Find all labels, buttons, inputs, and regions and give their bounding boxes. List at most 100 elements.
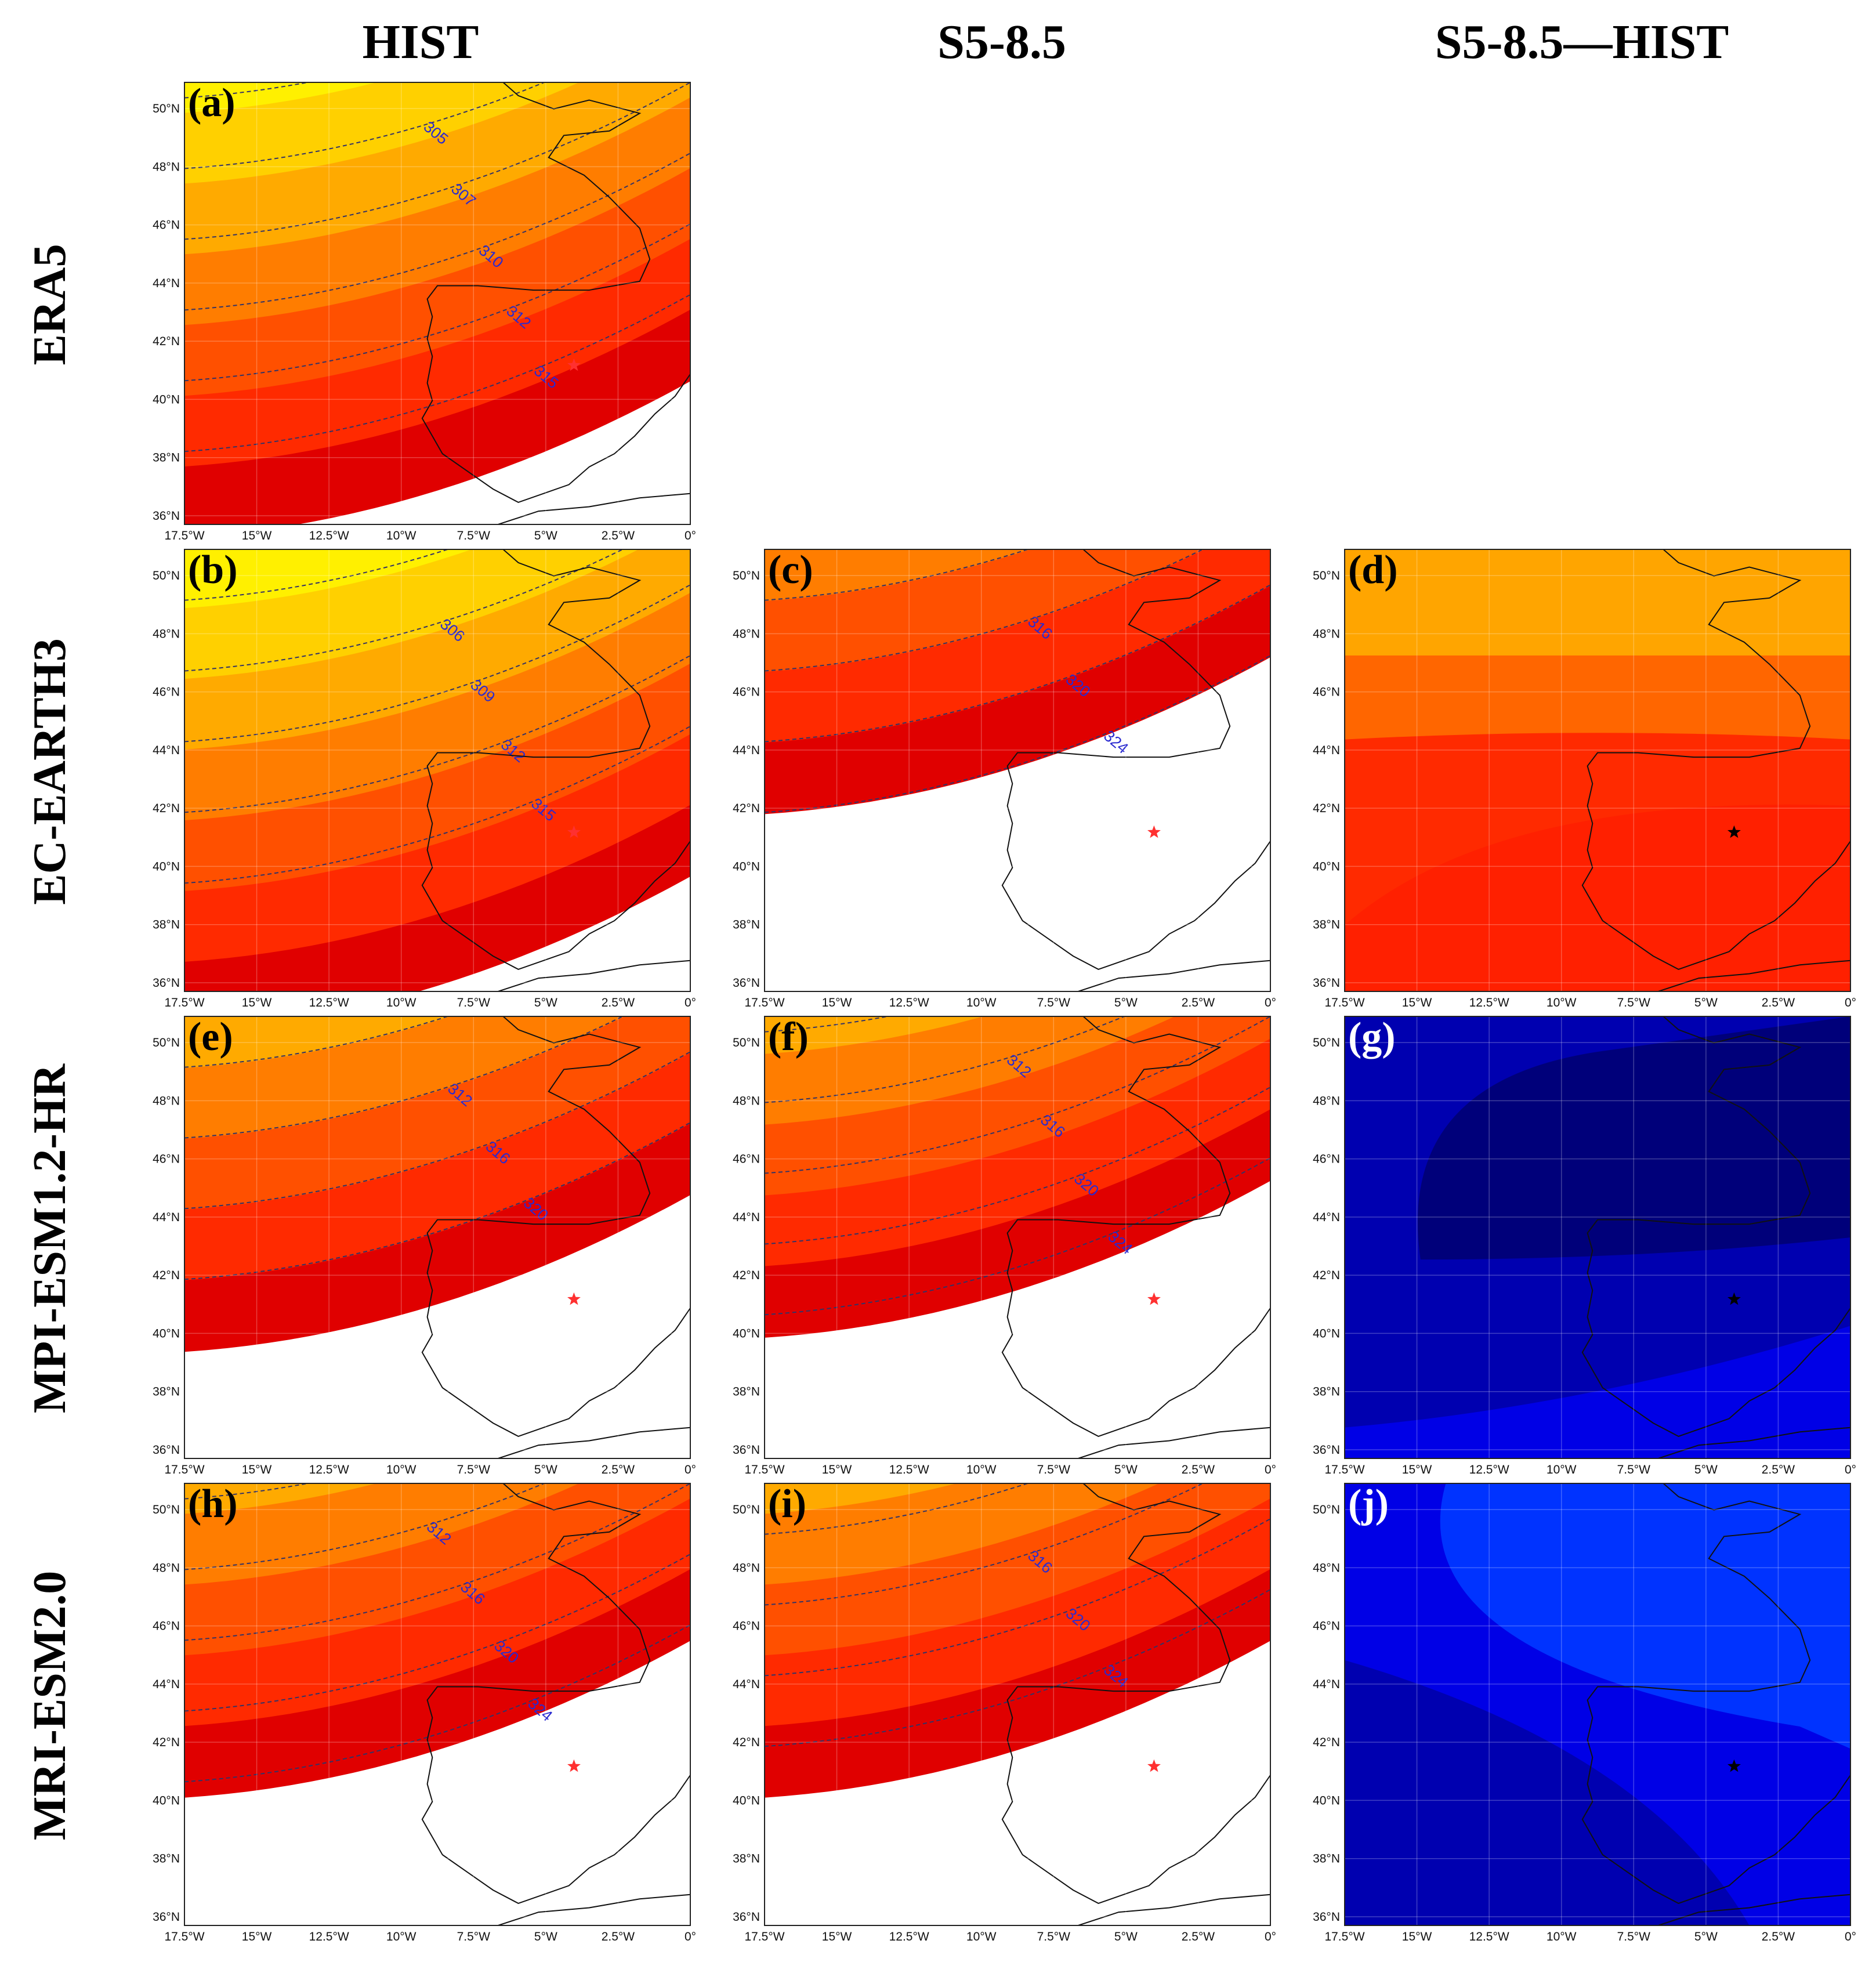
lon-tick-label: 10°W — [386, 996, 417, 1009]
panel-label: (b) — [188, 548, 238, 592]
isotherm-line — [184, 1554, 690, 1712]
lat-tick-label: 38°N — [153, 1385, 180, 1399]
field-band — [765, 549, 1207, 673]
lon-tick-label: 7.5°W — [1617, 996, 1651, 1009]
lon-tick-label: 2.5°W — [602, 1930, 635, 1943]
field-band — [184, 549, 475, 609]
lat-tick-label: 48°N — [1313, 1561, 1340, 1574]
coastline — [1581, 549, 1850, 970]
lon-tick-label: 7.5°W — [457, 1930, 491, 1943]
field-band — [184, 1016, 690, 1211]
lat-tick-label: 42°N — [153, 335, 180, 348]
lat-tick-label: 44°N — [153, 277, 180, 290]
lat-tick-label: 44°N — [733, 1678, 760, 1691]
lon-tick-label: 10°W — [386, 529, 417, 542]
lon-tick-label: 0° — [1265, 1463, 1276, 1476]
lon-tick-label: 5°W — [1114, 1930, 1138, 1943]
isotherm-line — [765, 549, 1030, 601]
lon-tick-label: 17.5°W — [164, 1463, 204, 1476]
lon-tick-label: 2.5°W — [602, 1463, 635, 1476]
panel-g: 36°N 38°N 40°N 42°N 44°N 46°N 48°N 50°N 17.5°W 15… — [1313, 1015, 1856, 1476]
panel-label: (a) — [188, 81, 236, 125]
field-band — [765, 1483, 1161, 1585]
isotherm-line — [184, 584, 690, 743]
lon-tick-label: 17.5°W — [744, 996, 784, 1009]
lat-tick-label: 46°N — [1313, 1153, 1340, 1166]
map-frame — [1344, 1483, 1851, 1926]
field-band — [184, 1483, 380, 1515]
lon-tick-label: 17.5°W — [1324, 996, 1364, 1009]
lon-tick-label: 5°W — [534, 1930, 557, 1943]
field-band — [765, 1569, 1270, 1798]
lat-tick-label: 40°N — [1313, 860, 1340, 873]
lon-tick-label: 15°W — [822, 1930, 852, 1943]
lat-tick-label: 48°N — [733, 1561, 760, 1574]
lon-tick-label: 10°W — [1547, 996, 1577, 1009]
lat-tick-label: 48°N — [153, 1561, 180, 1574]
map-frame — [184, 1016, 691, 1459]
lat-tick-label: 48°N — [1313, 627, 1340, 640]
field-band — [765, 1483, 1270, 1656]
lat-tick-label: 46°N — [1313, 686, 1340, 699]
map-frame — [764, 1016, 1271, 1459]
field-band — [184, 168, 690, 397]
isotherm-line — [765, 302, 1270, 458]
lat-tick-label: 44°N — [153, 1678, 180, 1691]
lat-tick-label: 48°N — [733, 627, 760, 640]
map-frame — [184, 549, 691, 992]
field-band — [765, 91, 1270, 319]
field-band — [184, 1016, 453, 1069]
field-band — [765, 1016, 1177, 1126]
lon-tick-label: 2.5°W — [1182, 996, 1215, 1009]
lat-tick-label: 44°N — [1313, 1678, 1340, 1691]
field-band — [765, 585, 1270, 815]
lat-tick-label: 36°N — [1313, 1910, 1340, 1924]
field-band — [765, 549, 1033, 602]
panel-i: 31632032436°N38°N40°N42°N44°N46°N48°N50°… — [733, 1482, 1276, 1943]
lat-tick-label: 44°N — [1313, 1211, 1340, 1224]
lat-tick-label: 48°N — [153, 1094, 180, 1107]
lon-tick-label: 2.5°W — [1762, 1930, 1795, 1943]
lat-tick-label: 50°N — [1313, 1503, 1340, 1516]
isotherm-line — [184, 82, 690, 240]
lon-tick-label: 15°W — [1402, 1930, 1432, 1943]
lon-tick-label: 12.5°W — [889, 996, 929, 1009]
isotherm-line — [765, 1483, 1030, 1535]
lat-tick-label: 40°N — [733, 1794, 760, 1807]
lat-tick-label: 44°N — [733, 744, 760, 757]
coastline-africa — [1078, 1427, 1270, 1458]
lon-tick-label: 5°W — [1114, 996, 1138, 1009]
lon-tick-label: 10°W — [386, 1930, 417, 1943]
lon-tick-label: 15°W — [242, 1463, 272, 1476]
field-band — [184, 1052, 690, 1282]
field-band — [184, 549, 640, 680]
isotherm-line — [765, 1016, 891, 1033]
lat-tick-label: 36°N — [153, 976, 180, 990]
panel-label: (g) — [1348, 1015, 1396, 1059]
lon-tick-label: 17.5°W — [1324, 1463, 1364, 1476]
lon-tick-label: 0° — [1265, 996, 1276, 1009]
panel-e: 31231632036°N38°N40°N42°N44°N46°N48°N50°… — [153, 1015, 696, 1476]
lon-tick-label: 2.5°W — [1182, 1463, 1215, 1476]
lat-tick-label: 40°N — [153, 393, 180, 406]
lon-tick-label: 7.5°W — [457, 996, 491, 1009]
lat-tick-label: 40°N — [153, 1327, 180, 1340]
lon-tick-label: 2.5°W — [1182, 1930, 1215, 1943]
lat-tick-label: 42°N — [1313, 1269, 1340, 1282]
coastline — [421, 1483, 690, 1904]
coastline-africa — [1078, 1894, 1270, 1925]
isotherm-line — [765, 161, 1270, 317]
field-band — [184, 1483, 690, 1656]
lat-tick-label: 42°N — [1313, 802, 1340, 815]
coastline-africa — [498, 493, 690, 524]
lon-tick-label: 0° — [1845, 1463, 1856, 1476]
map-frame — [184, 1483, 691, 1926]
lat-tick-label: 42°N — [733, 802, 760, 815]
field-band — [184, 97, 690, 326]
location-star-icon — [1147, 1759, 1161, 1772]
lat-tick-label: 50°N — [733, 1036, 760, 1049]
field-band — [184, 1498, 690, 1727]
lon-tick-label: 5°W — [534, 1463, 557, 1476]
lon-tick-label: 15°W — [1402, 1463, 1432, 1476]
